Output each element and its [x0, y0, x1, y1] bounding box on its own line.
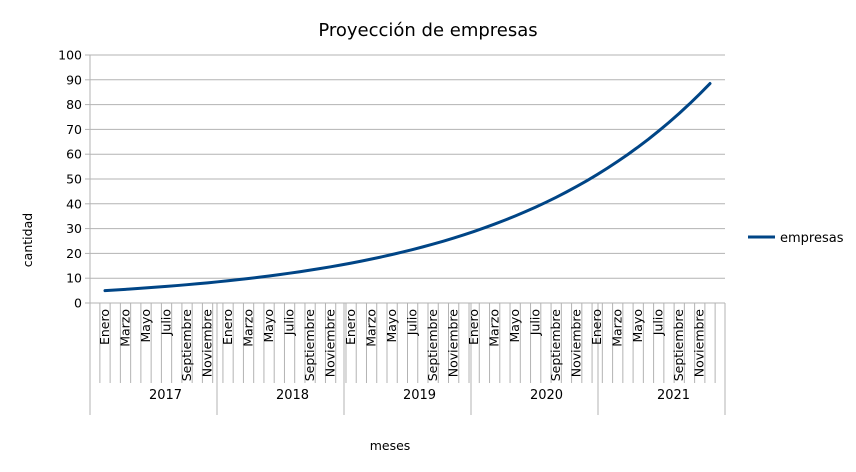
month-label-septiembre: Septiembre [548, 309, 563, 382]
grid [90, 54, 725, 304]
month-label-septiembre: Septiembre [671, 309, 686, 382]
y-tick-label-30: 30 [66, 221, 82, 236]
month-label-marzo: Marzo [364, 309, 379, 347]
y-tick-label-10: 10 [66, 271, 82, 286]
month-label-enero: Enero [589, 309, 604, 345]
year-label-2020: 2020 [530, 388, 563, 403]
y-tick-label-60: 60 [66, 147, 82, 162]
y-tick-label-100: 100 [58, 48, 82, 63]
y-tick-label-70: 70 [66, 122, 82, 137]
month-label-septiembre: Septiembre [179, 309, 194, 382]
legend-label-empresas: empresas [780, 231, 844, 246]
month-label-mayo: Mayo [261, 309, 276, 343]
month-label-mayo: Mayo [384, 309, 399, 343]
month-label-marzo: Marzo [241, 309, 256, 347]
month-label-noviembre: Noviembre [323, 309, 338, 378]
month-label-enero: Enero [97, 309, 112, 345]
month-label-septiembre: Septiembre [425, 309, 440, 382]
month-label-enero: Enero [466, 309, 481, 345]
month-label-enero: Enero [220, 309, 235, 345]
month-label-julio: Julio [405, 309, 420, 336]
month-label-enero: Enero [343, 309, 358, 345]
y-tick-label-40: 40 [66, 196, 82, 211]
legend: empresas [748, 231, 844, 246]
month-label-mayo: Mayo [507, 309, 522, 343]
month-label-marzo: Marzo [118, 309, 133, 347]
month-label-julio: Julio [528, 309, 543, 336]
month-label-noviembre: Noviembre [446, 309, 461, 378]
month-label-marzo: Marzo [610, 309, 625, 347]
year-label-2017: 2017 [149, 388, 182, 403]
y-tick-label-20: 20 [66, 246, 82, 261]
month-label-marzo: Marzo [487, 309, 502, 347]
y-axis: 0 10 20 30 40 50 60 70 80 90 100 [58, 48, 91, 311]
year-label-2019: 2019 [403, 388, 436, 403]
series-empresas [103, 82, 712, 293]
month-label-julio: Julio [282, 309, 297, 336]
month-label-mayo: Mayo [630, 309, 645, 343]
year-label-2021: 2021 [657, 388, 690, 403]
x-axis: 2017 Enero Marzo Mayo Julio Septiembre Noviemb… [89, 302, 726, 415]
series-line-empresas [103, 82, 712, 293]
y-tick-label-80: 80 [66, 97, 82, 112]
month-label-septiembre: Septiembre [302, 309, 317, 382]
chart-title: Proyección de empresas [318, 20, 537, 41]
x-axis-title: meses [370, 438, 411, 453]
y-tick-label-90: 90 [66, 72, 82, 87]
month-label-noviembre: Noviembre [569, 309, 584, 378]
y-tick-label-0: 0 [74, 296, 82, 311]
month-label-julio: Julio [159, 309, 174, 336]
y-axis-title: cantidad [20, 213, 35, 267]
month-label-noviembre: Noviembre [692, 309, 707, 378]
year-label-2018: 2018 [276, 388, 309, 403]
y-tick-label-50: 50 [66, 172, 82, 187]
month-label-noviembre: Noviembre [200, 309, 215, 378]
month-label-julio: Julio [651, 309, 666, 336]
month-label-mayo: Mayo [138, 309, 153, 343]
